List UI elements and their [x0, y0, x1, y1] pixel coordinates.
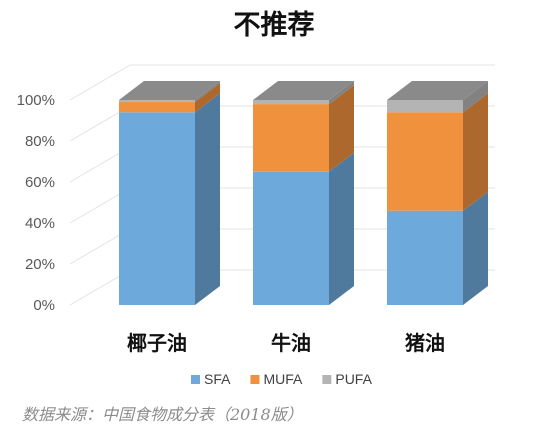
bar-segment [119, 102, 195, 113]
bar-segment [119, 100, 195, 103]
legend-label: MUFA [263, 371, 303, 387]
category-label: 猪油 [405, 331, 445, 355]
legend-label: PUFA [335, 371, 372, 387]
legend-label: SFA [204, 371, 231, 387]
bar-segment [253, 171, 329, 305]
bar-segment-side [329, 85, 354, 172]
bar-segment-side [195, 93, 220, 305]
y-axis: 0% 20% 40% 60% 80% 100% [17, 92, 55, 314]
y-tick-label: 20% [25, 256, 55, 273]
bar-segment-side [329, 152, 354, 305]
bar-segment-side [329, 81, 354, 105]
bar-segment-side [463, 81, 488, 113]
bar-segment-side [463, 93, 488, 211]
y-tick-label: 80% [25, 133, 55, 150]
gridline [69, 64, 495, 101]
chart-title: 不推荐 [234, 10, 315, 41]
source-note: 数据来源：中国食物成分表（2018版） [22, 405, 303, 424]
bar-segment [253, 104, 329, 172]
category-label: 牛油 [271, 331, 311, 355]
bar-segment [387, 100, 463, 113]
y-tick-label: 60% [25, 174, 55, 191]
bar-segment [387, 210, 463, 305]
legend: SFA MUFA PUFA [191, 371, 373, 387]
bar-segment-side [463, 191, 488, 305]
bar-segment [387, 112, 463, 211]
bar-top-face [387, 81, 488, 100]
bar-segment [253, 100, 329, 105]
bars [119, 81, 488, 305]
x-axis: 椰子油 牛油 猪油 [127, 331, 445, 355]
bar-segment-side [195, 81, 220, 103]
legend-swatch [250, 375, 260, 384]
y-tick-label: 100% [17, 92, 55, 109]
category-label: 椰子油 [127, 331, 187, 355]
y-tick-label: 40% [25, 215, 55, 232]
bar-top-face [119, 81, 220, 100]
bar-top-face [253, 81, 354, 100]
bar-segment-side [195, 83, 220, 113]
legend-swatch [191, 375, 200, 384]
y-tick-label: 0% [33, 297, 55, 314]
bar-segment [119, 112, 195, 305]
legend-swatch [322, 375, 332, 384]
